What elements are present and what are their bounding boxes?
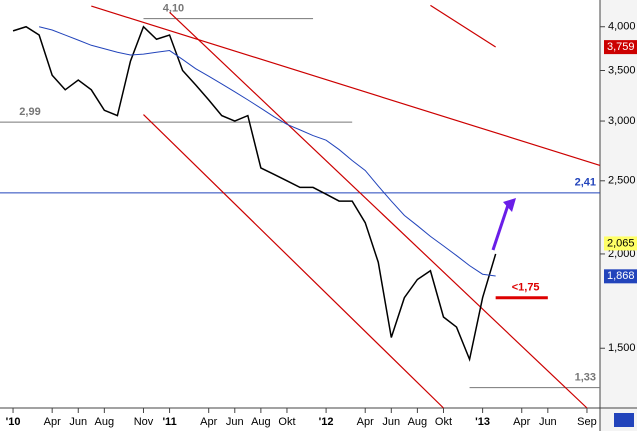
trend-line: [143, 114, 444, 409]
x-tick-label: Apr: [44, 416, 61, 428]
x-tick-label: '13: [475, 416, 490, 428]
trend-line: [169, 11, 588, 409]
price-marker: [604, 269, 637, 284]
series-line: [12, 25, 497, 362]
price-marker-label: 1,868: [607, 270, 635, 282]
level-label: 2,41: [575, 177, 596, 189]
price-marker-label: 3,759: [607, 41, 635, 53]
level-label: <1,75: [512, 282, 540, 294]
y-tick-label: 3,500: [608, 64, 636, 76]
x-tick-label: Sep: [577, 416, 597, 428]
y-tick-label: 3,000: [608, 115, 636, 127]
y-tick-label: 2,000: [608, 248, 636, 260]
x-tick-label: Apr: [513, 416, 530, 428]
arrow: [491, 204, 510, 251]
y-tick-label: 1,500: [608, 342, 636, 354]
x-tick-label: '10: [6, 416, 21, 428]
level-label: 4,10: [163, 3, 184, 15]
x-tick-label: Okt: [278, 416, 295, 428]
x-tick-label: Jun: [226, 416, 244, 428]
price-marker-label: 2,065: [607, 237, 635, 249]
y-tick-label: 2,500: [608, 175, 636, 187]
x-tick-label: Aug: [251, 416, 271, 428]
level-label: 1,33: [575, 372, 596, 384]
corner-icon: [614, 413, 634, 427]
y-tick-label: 4,000: [608, 21, 636, 33]
price-marker: [604, 40, 637, 55]
arrow-head: [503, 198, 516, 212]
trend-line: [91, 5, 601, 167]
y-axis-panel: [600, 0, 637, 431]
x-tick-label: Apr: [357, 416, 374, 428]
x-tick-label: Jun: [539, 416, 557, 428]
x-tick-label: Okt: [435, 416, 452, 428]
level-label: 2,99: [19, 106, 40, 118]
x-tick-label: Aug: [95, 416, 115, 428]
trend-line: [430, 4, 496, 48]
x-tick-label: '11: [162, 416, 176, 428]
series-line: [39, 26, 496, 277]
x-tick-label: '12: [319, 416, 334, 428]
x-tick-label: Aug: [408, 416, 428, 428]
price-marker: [604, 236, 637, 251]
x-tick-label: Nov: [134, 416, 154, 428]
x-tick-label: Apr: [200, 416, 217, 428]
x-tick-label: Jun: [69, 416, 87, 428]
x-tick-label: Jun: [382, 416, 400, 428]
